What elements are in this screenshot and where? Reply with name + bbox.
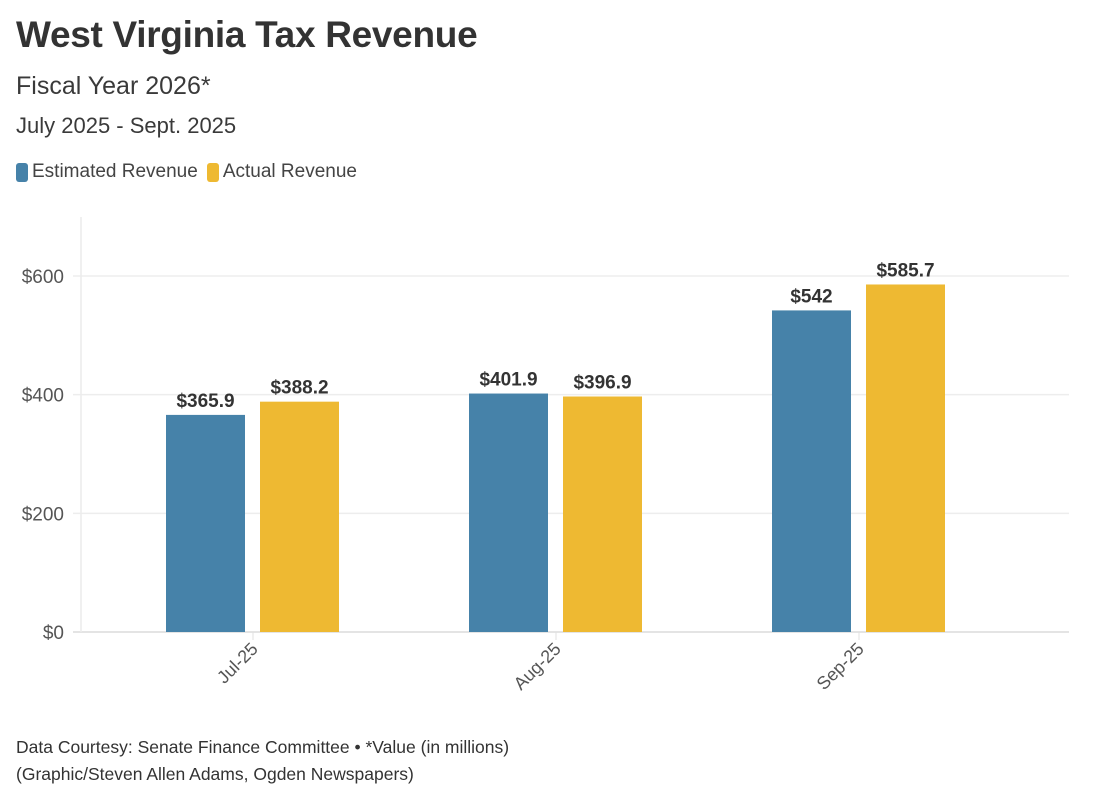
x-tick-label: Aug-25 [510, 639, 565, 694]
data-label: $388.2 [270, 378, 328, 399]
y-tick-label: $200 [22, 504, 64, 525]
data-label: $585.7 [876, 260, 934, 281]
data-label: $401.9 [479, 370, 537, 391]
bar-estimated [772, 310, 851, 632]
footer: Data Courtesy: Senate Finance Committee … [16, 734, 509, 788]
bars [166, 284, 945, 632]
y-tick-label: $400 [22, 386, 64, 407]
y-tick-label: $0 [43, 623, 64, 644]
chart-title: West Virginia Tax Revenue [16, 14, 478, 55]
bar-actual [563, 396, 642, 632]
data-label: $365.9 [176, 391, 234, 412]
x-tick-label: Jul-25 [213, 639, 262, 688]
credit-note: (Graphic/Steven Allen Adams, Ogden Newsp… [16, 764, 414, 784]
chart-subtitle: Fiscal Year 2026* [16, 72, 211, 100]
x-axis: Jul-25 Aug-25 Sep-25 [213, 632, 868, 694]
bar-actual [866, 284, 945, 632]
date-range: July 2025 - Sept. 2025 [16, 113, 237, 138]
legend-swatch-actual [206, 162, 219, 182]
bar-estimated [166, 414, 245, 632]
bar-estimated [469, 393, 548, 632]
legend-swatch-estimated [16, 162, 28, 182]
y-axis: $0 $200 $400 $600 [22, 217, 82, 644]
data-label: $542 [790, 286, 832, 307]
legend: Estimated Revenue Actual Revenue [16, 161, 366, 183]
bar-actual [260, 401, 339, 632]
data-label: $396.9 [573, 373, 631, 394]
legend-label-actual: Actual Revenue [222, 161, 357, 182]
legend-item-estimated[interactable]: Estimated Revenue [16, 161, 198, 183]
x-tick-label: Sep-25 [813, 639, 868, 694]
data-labels: $365.9 $388.2 $401.9 $396.9 $542 $585.7 [176, 260, 934, 411]
source-note: Data Courtesy: Senate Finance Committee … [16, 737, 510, 757]
legend-label-estimated: Estimated Revenue [32, 161, 198, 182]
y-tick-label: $600 [22, 267, 64, 288]
legend-item-actual[interactable]: Actual Revenue [206, 161, 357, 183]
